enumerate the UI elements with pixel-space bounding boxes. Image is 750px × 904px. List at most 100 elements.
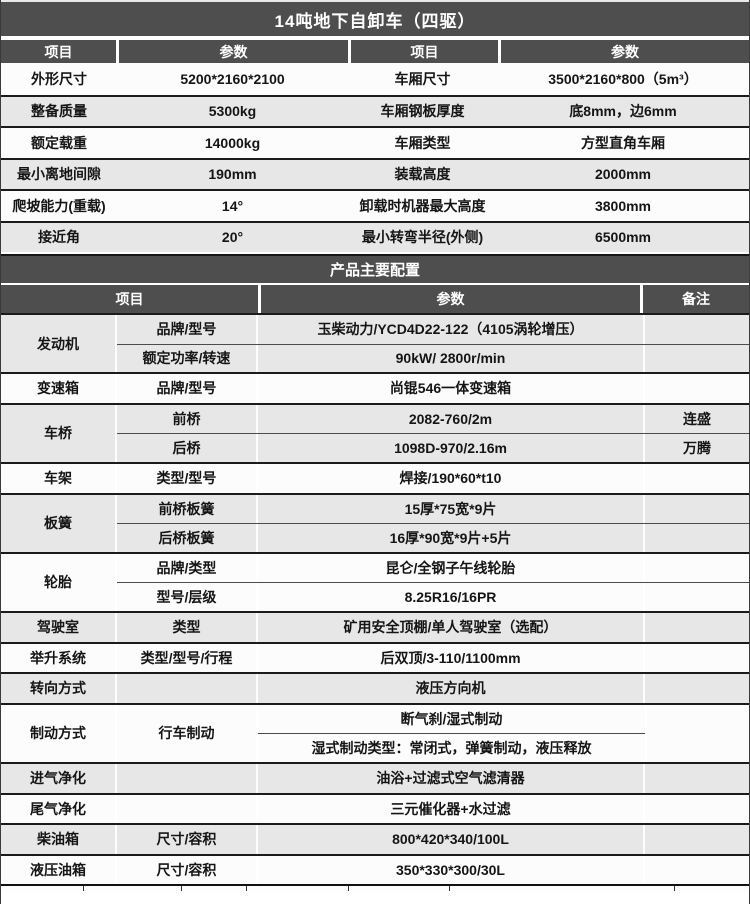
param-cell: 90kW/ 2800r/min	[258, 344, 645, 373]
table-row: 类型/型号/行程 后双顶/3-110/1100mm	[117, 643, 749, 673]
group-label: 车桥	[1, 404, 117, 462]
table-row: 整备质量 5300kg 车厢钢板厚度 底8mm，边6mm	[1, 94, 749, 126]
spec-item-cell: 爬坡能力(重载)	[12, 197, 106, 214]
config-group-exhaust-purification: 尾气净化 三元催化器+水过滤	[1, 792, 749, 824]
table-divider	[181, 886, 182, 892]
column-header: 参数	[119, 40, 348, 63]
group-label: 转向方式	[1, 674, 117, 703]
divider	[1, 36, 749, 40]
table-row: 最小离地间隙 190mm 装载高度 2000mm	[1, 157, 749, 189]
sub-item-cell: 品牌/型号	[117, 315, 258, 344]
table-row: 液压方向机	[117, 674, 749, 703]
remark-cell	[645, 825, 749, 854]
param-cell: 8.25R16/16PR	[258, 583, 645, 611]
table-row: 额定功率/转速 90kW/ 2800r/min	[117, 343, 749, 373]
spec-value-cell: 5300kg	[208, 103, 257, 120]
table-row: 油浴+过滤式空气滤清器	[117, 763, 749, 793]
group-label: 变速箱	[1, 374, 117, 403]
group-label: 液压油箱	[1, 855, 117, 885]
table-row: 类型/型号 焊接/190*60*t10	[117, 463, 749, 493]
divider	[1, 283, 749, 285]
sub-item-cell: 行车制动	[117, 704, 258, 762]
sub-item-cell: 尺寸/容积	[117, 825, 258, 854]
table-row: 额定载重 14000kg 车厢类型 方型直角车厢	[1, 126, 749, 158]
table-row: 品牌/类型 昆仑/全钢子午线轮胎	[117, 553, 749, 583]
remark-cell: 万腾	[683, 440, 711, 457]
param-cell: 焊接/190*60*t10	[258, 463, 645, 493]
sub-item-cell: 前桥板簧	[117, 494, 258, 524]
table-row: 品牌/型号 尚锟546一体变速箱	[117, 374, 749, 403]
sub-item-cell: 尺寸/容积	[117, 855, 258, 885]
config-table: 发动机 品牌/型号 玉柴动力/YCD4D22-122（4105涡轮增压） 额定功…	[1, 313, 749, 885]
remark-cell	[645, 524, 749, 552]
param-cell: 尚锟546一体变速箱	[258, 374, 645, 403]
param-cell: 1098D-970/2.16m	[258, 434, 645, 462]
sub-item-cell: 品牌/型号	[117, 374, 258, 403]
table-row: 尺寸/容积 800*420*340/100L	[117, 825, 749, 854]
spec-item-cell: 车厢钢板厚度	[380, 103, 465, 120]
remark-cell	[645, 764, 749, 793]
group-label: 柴油箱	[1, 825, 117, 854]
spec-value-cell: 14°	[221, 197, 244, 214]
group-label: 尾气净化	[1, 794, 117, 824]
spec-value-cell: 20°	[221, 229, 244, 246]
spec-item-cell: 最小转弯半径(外侧)	[361, 229, 484, 246]
spec-value-cell: 底8mm，边6mm	[569, 103, 677, 120]
config-group-axle: 车桥 前桥 2082-760/2m 连盛 后桥 1098D-970/2.16m …	[1, 402, 749, 462]
divider	[1, 252, 749, 254]
param-cell: 15厚*75宽*9片	[258, 494, 645, 524]
table-row: 尺寸/容积 350*330*300/30L	[117, 855, 749, 885]
sub-item-cell: 型号/层级	[117, 583, 258, 611]
table-row: 品牌/型号 玉柴动力/YCD4D22-122（4105涡轮增压）	[117, 315, 749, 344]
column-header: 参数	[261, 285, 640, 313]
config-group-tire: 轮胎 品牌/类型 昆仑/全钢子午线轮胎 型号/层级 8.25R16/16PR	[1, 551, 749, 611]
remark-cell	[645, 644, 749, 673]
group-label: 板簧	[1, 494, 117, 552]
spec-item-cell: 外形尺寸	[31, 70, 87, 87]
column-header: 参数	[501, 40, 749, 63]
remark-cell	[645, 583, 749, 611]
spec-item-cell: 额定载重	[31, 134, 87, 151]
remark-cell	[645, 554, 749, 583]
remark-cell	[645, 613, 749, 642]
table-row: 后桥板簧 16厚*90宽*9片+5片	[117, 523, 749, 552]
column-header: 项目	[351, 40, 498, 63]
table-divider	[348, 886, 349, 892]
config-group-steering: 转向方式 液压方向机	[1, 672, 749, 703]
spec-value-cell: 14000kg	[204, 134, 261, 151]
remark-cell	[645, 674, 749, 703]
remark-cell	[645, 464, 749, 493]
table-row: 前桥 2082-760/2m 连盛	[117, 404, 749, 434]
remark-cell: 连盛	[683, 411, 711, 428]
remark-cell	[645, 374, 749, 403]
param-cell: 玉柴动力/YCD4D22-122（4105涡轮增压）	[258, 315, 645, 344]
spec-table-header: 项目 参数 项目 参数	[1, 40, 749, 63]
config-group-intake-purification: 进气净化 油浴+过滤式空气滤清器	[1, 761, 749, 793]
table-divider	[246, 886, 247, 892]
spec-item-cell: 卸载时机器最大高度	[359, 197, 486, 214]
group-label: 进气净化	[1, 763, 117, 793]
config-group-diesel-tank: 柴油箱 尺寸/容积 800*420*340/100L	[1, 823, 749, 854]
table-row: 三元催化器+水过滤	[117, 794, 749, 824]
spec-item-cell: 装载高度	[394, 166, 451, 183]
config-group-hydraulic-tank: 液压油箱 尺寸/容积 350*330*300/30L	[1, 853, 749, 885]
group-label: 车架	[1, 463, 117, 493]
config-group-engine: 发动机 品牌/型号 玉柴动力/YCD4D22-122（4105涡轮增压） 额定功…	[1, 313, 749, 373]
sub-item-cell: 类型/型号/行程	[117, 643, 258, 673]
spec-item-cell: 车厢类型	[394, 134, 451, 151]
spec-value-cell: 2000mm	[594, 166, 652, 183]
spec-item-cell: 最小离地间隙	[17, 166, 101, 183]
column-header: 项目	[1, 285, 258, 313]
param-cell: 湿式制动类型：常闭式，弹簧制动，液压释放	[258, 733, 645, 762]
spec-item-cell: 车厢尺寸	[394, 70, 451, 87]
config-group-leaf-spring: 板簧 前桥板簧 15厚*75宽*9片 后桥板簧 16厚*90宽*9片+5片	[1, 492, 749, 552]
group-label: 驾驶室	[1, 612, 117, 642]
page-title: 14吨地下自卸车（四驱）	[1, 0, 749, 36]
param-cell: 三元催化器+水过滤	[258, 794, 645, 824]
table-row: 类型 矿用安全顶棚/单人驾驶室（选配）	[117, 612, 749, 642]
section-title: 产品主要配置	[1, 254, 749, 283]
config-group-cab: 驾驶室 类型 矿用安全顶棚/单人驾驶室（选配）	[1, 610, 749, 642]
spec-item-cell: 整备质量	[31, 103, 87, 120]
group-label: 举升系统	[1, 643, 117, 673]
